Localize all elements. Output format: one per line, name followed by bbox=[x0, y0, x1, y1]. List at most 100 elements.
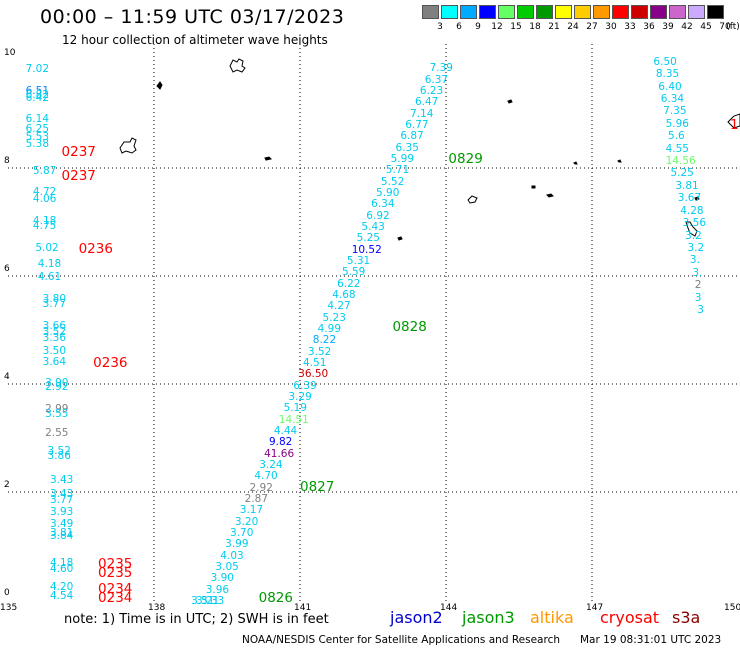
wave-height-value: 3.80 bbox=[42, 293, 67, 306]
island-outline bbox=[531, 185, 536, 189]
wave-height-value: 2 bbox=[694, 279, 702, 292]
wave-height-value: 3.86 bbox=[47, 449, 71, 462]
color-swatch bbox=[612, 5, 629, 19]
wave-height-value: 3.77 bbox=[49, 493, 74, 506]
wave-height-value: 7.02 bbox=[25, 62, 50, 75]
wave-height-value: 3.90 bbox=[210, 572, 234, 585]
pass-time-label: 0234 bbox=[98, 590, 133, 607]
y-tick-label: 6 bbox=[4, 264, 10, 274]
pass-time-label: 0236 bbox=[78, 241, 113, 257]
wave-height-value: 10.52 bbox=[351, 243, 382, 256]
wave-height-value: 5.25 bbox=[670, 167, 694, 180]
wave-height-value: 3.21 bbox=[195, 595, 220, 607]
wave-height-value: 3 bbox=[694, 291, 702, 304]
island-outline bbox=[156, 81, 163, 90]
wave-height-value: 3.99 bbox=[225, 538, 249, 551]
wave-height-value: 4.18 bbox=[37, 258, 62, 271]
wave-height-value: 7.39 bbox=[429, 62, 453, 75]
wave-height-value: 6.35 bbox=[395, 141, 419, 154]
color-swatch-label: 70 bbox=[719, 22, 731, 32]
color-swatch bbox=[555, 5, 572, 19]
wave-height-value: 36.50 bbox=[298, 368, 329, 381]
pass-time-label: 1 bbox=[730, 116, 739, 133]
color-swatch-label: 24 bbox=[567, 22, 579, 32]
x-tick-label: 135 bbox=[0, 603, 18, 613]
satellite-legend-item: cryosat bbox=[600, 608, 660, 627]
color-swatch bbox=[631, 5, 648, 19]
pass-time-label: 0237 bbox=[61, 143, 96, 160]
color-swatch bbox=[650, 5, 667, 19]
pass-time-label: 0828 bbox=[392, 319, 427, 336]
color-swatch-label: 12 bbox=[491, 22, 503, 32]
wave-height-value: 6.47 bbox=[414, 96, 439, 109]
wave-height-value: 6.82 bbox=[25, 88, 50, 101]
island-outline bbox=[119, 137, 137, 154]
wave-height-value: 7.35 bbox=[663, 105, 687, 118]
wave-height-value: 3. bbox=[692, 266, 703, 279]
island-outline bbox=[727, 113, 740, 129]
wave-height-value: 3 bbox=[697, 304, 704, 317]
wave-height-value: 4.03 bbox=[220, 549, 244, 562]
wave-height-value: 2.55 bbox=[45, 427, 69, 440]
satellite-legend-item: jason3 bbox=[462, 608, 515, 627]
wave-height-value: 3.52 bbox=[42, 325, 67, 338]
wave-height-value: 5.02 bbox=[35, 242, 59, 254]
island-outline bbox=[507, 99, 513, 104]
wave-height-value: 4.18 bbox=[32, 215, 57, 227]
wave-height-value: 4.61 bbox=[37, 270, 62, 283]
color-swatch bbox=[498, 5, 515, 19]
wave-height-value: 6.34 bbox=[660, 92, 685, 105]
wave-height-value: 3.77 bbox=[42, 297, 67, 310]
island-outline bbox=[397, 236, 403, 241]
wave-height-value: 3.29 bbox=[288, 391, 312, 404]
y-tick-label: 4 bbox=[4, 372, 10, 382]
wave-height-value: 6.39 bbox=[293, 379, 317, 392]
page-title: 00:00 – 11:59 UTC 03/17/2023 bbox=[40, 6, 345, 28]
wave-height-value: 4.44 bbox=[273, 425, 298, 438]
color-swatch bbox=[441, 5, 458, 19]
wave-height-value: 3.64 bbox=[42, 355, 67, 368]
wave-height-value: 6.23 bbox=[419, 84, 444, 97]
wave-height-value: 3.36 bbox=[42, 331, 67, 344]
wave-height-value: 5.53 bbox=[25, 131, 50, 144]
wave-height-value: 3.90 bbox=[45, 377, 69, 389]
wave-height-value: 2.87 bbox=[244, 493, 269, 506]
color-swatch bbox=[574, 5, 591, 19]
wave-height-value: 3.52 bbox=[47, 445, 71, 458]
pass-time-label: 0237 bbox=[61, 168, 96, 185]
wave-height-value: 3.43 bbox=[49, 488, 74, 501]
wave-height-value: 3.2 bbox=[687, 242, 705, 254]
legend-note: note: 1) Time is in UTC; 2) SWH is in fe… bbox=[64, 612, 329, 627]
wave-height-value: 14.51 bbox=[278, 413, 309, 426]
color-swatch bbox=[460, 5, 477, 19]
pass-time-label: 0234 bbox=[98, 581, 133, 598]
color-swatch-label: 39 bbox=[662, 22, 674, 32]
wave-height-value: 5.23 bbox=[322, 311, 346, 324]
satellite-legend-item: altika bbox=[530, 608, 574, 627]
wave-height-value: 5.52 bbox=[380, 175, 405, 188]
island-outline bbox=[546, 193, 554, 198]
color-swatch-label: 15 bbox=[510, 22, 522, 32]
color-swatch-label: 45 bbox=[700, 22, 712, 32]
color-scale-unit: (ft) bbox=[726, 22, 740, 32]
wave-height-value: 4.54 bbox=[49, 590, 74, 603]
y-tick-label: 0 bbox=[4, 588, 10, 598]
wave-height-value: 3.84 bbox=[49, 530, 74, 543]
wave-height-value: 3.24 bbox=[259, 459, 283, 472]
wave-height-value: 5.31 bbox=[346, 254, 371, 267]
wave-height-value: 3.51 bbox=[191, 595, 215, 607]
wave-height-value: 5.19 bbox=[283, 402, 307, 415]
color-swatch bbox=[593, 5, 610, 19]
wave-height-value: 8.35 bbox=[655, 68, 680, 81]
wave-height-value: 6.25 bbox=[25, 123, 50, 136]
wave-height-value: 3.17 bbox=[239, 504, 264, 517]
wave-height-value: 6.40 bbox=[658, 80, 682, 93]
wave-height-value: 3.66 bbox=[42, 319, 67, 332]
wave-height-value: 3.56 bbox=[682, 217, 707, 230]
wave-height-value: 6.77 bbox=[405, 118, 429, 131]
color-swatch bbox=[707, 5, 724, 19]
color-swatch-label: 3 bbox=[437, 22, 443, 32]
wave-height-value: 5.96 bbox=[665, 117, 689, 130]
wave-height-value: 6.50 bbox=[653, 55, 677, 68]
